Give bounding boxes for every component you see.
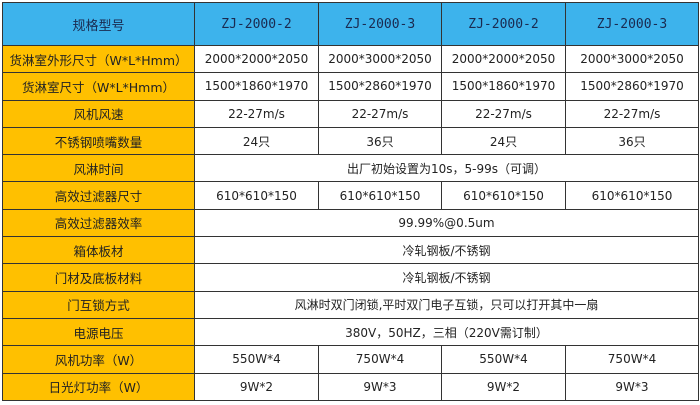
value-cell: 9W*2 <box>441 372 566 401</box>
table-row: 门互锁方式 风淋时双门闭锁,平时双门电子互锁，只可以打开其中一扇 <box>2 290 699 319</box>
value-cell: 610*610*150 <box>194 181 319 210</box>
row-label: 高效过滤器效率 <box>2 208 195 238</box>
value-cell: 550W*4 <box>441 345 566 374</box>
value-cell: 2000*3000*2050 <box>565 44 699 74</box>
value-cell: 550W*4 <box>194 345 319 374</box>
value-cell: 36只 <box>318 126 442 156</box>
row-label: 日光灯功率（W） <box>2 372 195 401</box>
value-cell: 2000*3000*2050 <box>318 44 442 74</box>
value-cell: 610*610*150 <box>565 181 699 210</box>
value-cell: 1500*2860*1970 <box>318 72 442 101</box>
value-cell: 750W*4 <box>318 345 442 374</box>
header-row: 规格型号 ZJ-2000-2 ZJ-2000-3 ZJ-2000-2 ZJ-2000-3 <box>2 2 699 46</box>
value-cell: 9W*3 <box>318 372 442 401</box>
row-label: 风机风速 <box>2 99 195 128</box>
merged-cell: 99.99%@0.5um <box>194 208 699 238</box>
value-cell: 24只 <box>194 126 319 156</box>
merged-cell: 冷轧钢板/不锈钢 <box>194 263 699 292</box>
value-cell: 2000*2000*2050 <box>194 44 319 74</box>
value-cell: 22-27m/s <box>194 99 319 128</box>
value-cell: 22-27m/s <box>565 99 699 128</box>
table-row: 不锈钢喷嘴数量 24只 36只 24只 36只 <box>2 126 699 156</box>
row-label: 门互锁方式 <box>2 290 195 319</box>
row-label: 风机功率（W） <box>2 345 195 374</box>
merged-cell: 380V，50HZ，三相（220V需订制） <box>194 317 699 347</box>
row-label: 箱体板材 <box>2 236 195 265</box>
value-cell: 9W*2 <box>194 372 319 401</box>
value-cell: 610*610*150 <box>318 181 442 210</box>
merged-cell: 出厂初始设置为10s，5-99s（可调） <box>194 154 699 183</box>
table-row: 电源电压 380V，50HZ，三相（220V需订制） <box>2 317 699 347</box>
value-cell: 750W*4 <box>565 345 699 374</box>
merged-cell: 冷轧钢板/不锈钢 <box>194 236 699 265</box>
value-cell: 22-27m/s <box>318 99 442 128</box>
header-model: ZJ-2000-2 <box>194 2 319 46</box>
table-row: 高效过滤器尺寸 610*610*150 610*610*150 610*610*150… <box>2 181 699 210</box>
table-row: 风机功率（W） 550W*4 750W*4 550W*4 750W*4 <box>2 345 699 374</box>
value-cell: 1500*1860*1970 <box>441 72 566 101</box>
row-label: 货淋室外形尺寸（W*L*Hmm） <box>2 44 195 74</box>
row-label: 不锈钢喷嘴数量 <box>2 126 195 156</box>
header-model: ZJ-2000-2 <box>441 2 566 46</box>
header-spec-label: 规格型号 <box>2 2 195 46</box>
table-row: 箱体板材 冷轧钢板/不锈钢 <box>2 236 699 265</box>
table-row: 高效过滤器效率 99.99%@0.5um <box>2 208 699 238</box>
table-row: 风机风速 22-27m/s 22-27m/s 22-27m/s 22-27m/s <box>2 99 699 128</box>
value-cell: 36只 <box>565 126 699 156</box>
value-cell: 24只 <box>441 126 566 156</box>
table-row: 门材及底板材料 冷轧钢板/不锈钢 <box>2 263 699 292</box>
header-model: ZJ-2000-3 <box>318 2 442 46</box>
table-row: 货淋室尺寸（W*L*Hmm） 1500*1860*1970 1500*2860*19… <box>2 72 699 101</box>
table-row: 日光灯功率（W） 9W*2 9W*3 9W*2 9W*3 <box>2 372 699 401</box>
value-cell: 1500*2860*1970 <box>565 72 699 101</box>
header-model: ZJ-2000-3 <box>565 2 699 46</box>
value-cell: 1500*1860*1970 <box>194 72 319 101</box>
row-label: 货淋室尺寸（W*L*Hmm） <box>2 72 195 101</box>
value-cell: 9W*3 <box>565 372 699 401</box>
row-label: 门材及底板材料 <box>2 263 195 292</box>
row-label: 风淋时间 <box>2 154 195 183</box>
value-cell: 2000*2000*2050 <box>441 44 566 74</box>
table-row: 货淋室外形尺寸（W*L*Hmm） 2000*2000*2050 2000*3000*… <box>2 44 699 74</box>
merged-cell: 风淋时双门闭锁,平时双门电子互锁，只可以打开其中一扇 <box>194 290 699 319</box>
value-cell: 22-27m/s <box>441 99 566 128</box>
row-label: 高效过滤器尺寸 <box>2 181 195 210</box>
table-row: 风淋时间 出厂初始设置为10s，5-99s（可调） <box>2 154 699 183</box>
value-cell: 610*610*150 <box>441 181 566 210</box>
row-label: 电源电压 <box>2 317 195 347</box>
